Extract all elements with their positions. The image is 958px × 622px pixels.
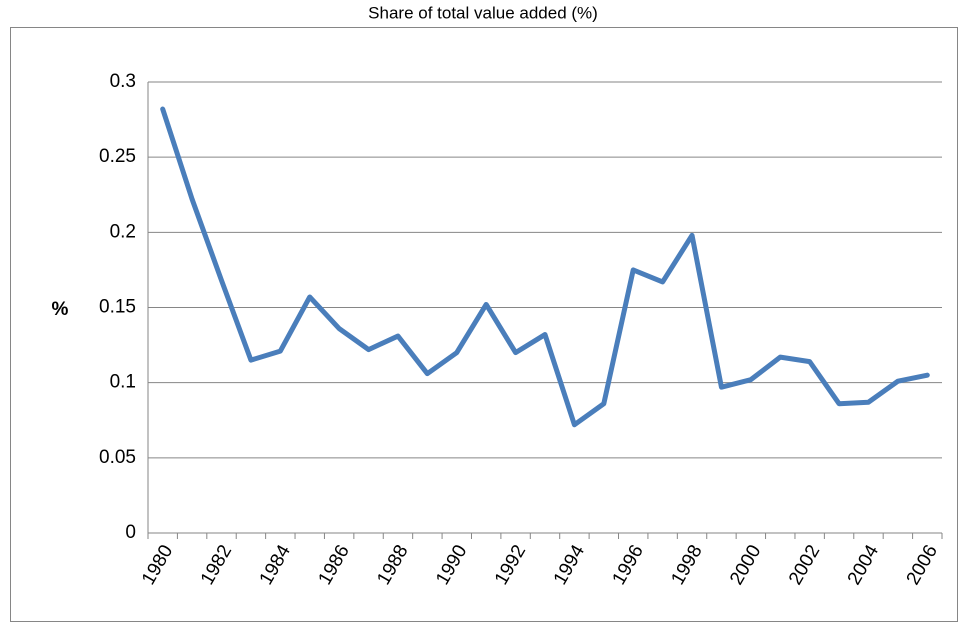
x-tick-label: 1992 <box>491 542 530 589</box>
y-tick-label: 0 <box>125 522 136 543</box>
chart-frame <box>10 27 958 622</box>
x-tick-label: 1998 <box>667 542 706 589</box>
y-tick-label: 0.25 <box>99 146 136 167</box>
y-axis-label: % <box>52 299 69 320</box>
x-tick-label: 2004 <box>844 541 884 588</box>
x-tick-label: 1980 <box>138 542 177 589</box>
y-tick-label: 0.3 <box>110 71 136 92</box>
x-tick-label: 1994 <box>550 541 590 588</box>
x-tick-label: 1990 <box>432 542 471 589</box>
x-tick-label: 1988 <box>373 542 412 589</box>
x-tick-label: 1982 <box>197 542 236 589</box>
data-line <box>160 106 930 428</box>
y-tick-label: 0.1 <box>110 372 136 393</box>
x-tick-label: 2000 <box>726 542 765 589</box>
chart-title: Share of total value added (%) <box>368 3 598 22</box>
x-tick-label: 1996 <box>609 542 648 589</box>
y-tick-label: 0.15 <box>99 297 136 318</box>
x-tick-label: 1986 <box>314 542 353 589</box>
y-tick-label: 0.2 <box>110 221 136 242</box>
x-tick-label: 1984 <box>256 541 296 588</box>
x-tick-label: 2002 <box>785 542 824 589</box>
x-tick-label: 2006 <box>903 542 942 589</box>
y-tick-label: 0.05 <box>99 447 136 468</box>
